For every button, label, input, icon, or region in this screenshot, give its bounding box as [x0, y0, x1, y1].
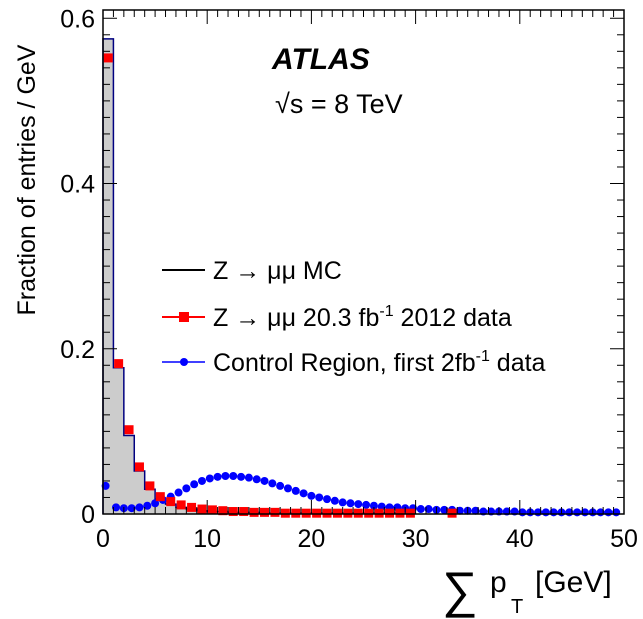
x-tick-label: 40	[506, 525, 534, 553]
control-point	[338, 498, 347, 507]
data-point	[145, 481, 155, 491]
control-point	[244, 473, 253, 482]
control-point	[174, 488, 183, 497]
data-point	[239, 507, 249, 517]
data-point	[176, 500, 186, 510]
data-point	[447, 508, 457, 518]
x-axis-label: ∑ p T [GeV]	[442, 562, 612, 618]
control-point	[471, 506, 480, 515]
legend-label-mc: Z → μμ MC	[213, 257, 342, 285]
control-point	[291, 486, 300, 495]
control-point	[213, 472, 222, 481]
data-point	[280, 508, 290, 518]
data-point	[332, 508, 342, 518]
control-point	[112, 503, 121, 512]
control-point	[283, 484, 292, 493]
control-point	[229, 471, 238, 480]
control-point	[237, 472, 246, 481]
legend-label-control: Control Region, first 2fb-1 data	[213, 348, 546, 377]
control-point	[221, 471, 230, 480]
control-point	[260, 476, 269, 485]
legend-marker-data	[179, 312, 189, 322]
data-point	[218, 506, 228, 516]
energy-label: √s = 8 TeV	[275, 89, 403, 119]
control-point	[416, 505, 425, 514]
data-point	[114, 359, 124, 369]
control-point	[143, 501, 152, 510]
control-point	[190, 480, 199, 489]
data-point	[207, 505, 217, 515]
data-point	[260, 507, 270, 517]
legend-label-data: Z → μμ 20.3 fb-1 2012 data	[213, 303, 512, 332]
y-axis-label: Fraction of entries / GeV	[13, 44, 41, 315]
control-point	[252, 475, 261, 484]
control-point	[354, 500, 363, 509]
control-point	[127, 504, 136, 513]
data-point	[301, 508, 311, 518]
control-point	[276, 481, 285, 490]
control-point	[151, 499, 160, 508]
x-tick-label: 10	[193, 525, 221, 553]
x-axis-unit: [GeV]	[535, 566, 612, 599]
control-point	[455, 506, 464, 515]
data-point	[322, 508, 332, 518]
data-point	[385, 508, 395, 518]
control-point	[197, 476, 206, 485]
control-point	[573, 508, 582, 517]
control-point	[205, 474, 214, 483]
control-point	[315, 493, 324, 502]
data-point	[103, 53, 113, 63]
control-point	[377, 502, 386, 511]
control-point	[369, 501, 378, 510]
control-point	[604, 508, 613, 517]
y-tick-label: 0.6	[60, 5, 95, 33]
data-point	[187, 502, 197, 512]
data-point	[270, 507, 280, 517]
y-tick-label: 0	[81, 501, 95, 529]
data-point	[405, 508, 415, 518]
x-axis-subscript: T	[511, 596, 523, 618]
plot-frame	[102, 9, 625, 515]
data-point	[374, 508, 384, 518]
y-tick-label: 0.2	[60, 336, 95, 364]
control-point	[541, 508, 550, 517]
control-point	[268, 479, 277, 488]
experiment-label: ATLAS	[271, 43, 370, 76]
data-point	[312, 508, 322, 518]
control-point	[299, 489, 308, 498]
data-point	[197, 504, 207, 514]
legend: Z → μμ MC Z → μμ 20.3 fb-1 2012 data Con…	[162, 257, 546, 377]
x-axis-sum-symbol: ∑	[442, 562, 478, 618]
data-point	[134, 462, 144, 472]
data-point	[395, 508, 405, 518]
data-point	[155, 492, 165, 502]
x-tick-label: 50	[610, 525, 638, 553]
data-point	[249, 507, 259, 517]
data-point	[343, 508, 353, 518]
plot-area: 0 10 20 30 40 50 0 0.2 0.4 0.6	[60, 5, 638, 553]
x-axis-variable: p	[490, 566, 507, 599]
data-point	[124, 425, 134, 435]
control-point	[307, 491, 316, 500]
x-tick-label: 20	[297, 525, 325, 553]
control-point	[330, 496, 339, 505]
control-point	[323, 495, 332, 504]
data-point	[353, 508, 363, 518]
control-point	[440, 505, 449, 514]
data-point	[291, 508, 301, 518]
y-tick-label: 0.4	[60, 171, 95, 199]
data-point	[364, 508, 374, 518]
control-point	[182, 484, 191, 493]
data-point	[228, 507, 238, 517]
control-point	[346, 499, 355, 508]
control-point	[362, 500, 371, 509]
x-tick-label: 30	[402, 525, 430, 553]
control-point	[424, 505, 433, 514]
x-tick-label: 0	[96, 525, 110, 553]
control-point	[135, 503, 144, 512]
legend-marker-control	[180, 358, 188, 366]
data-point	[166, 497, 176, 507]
